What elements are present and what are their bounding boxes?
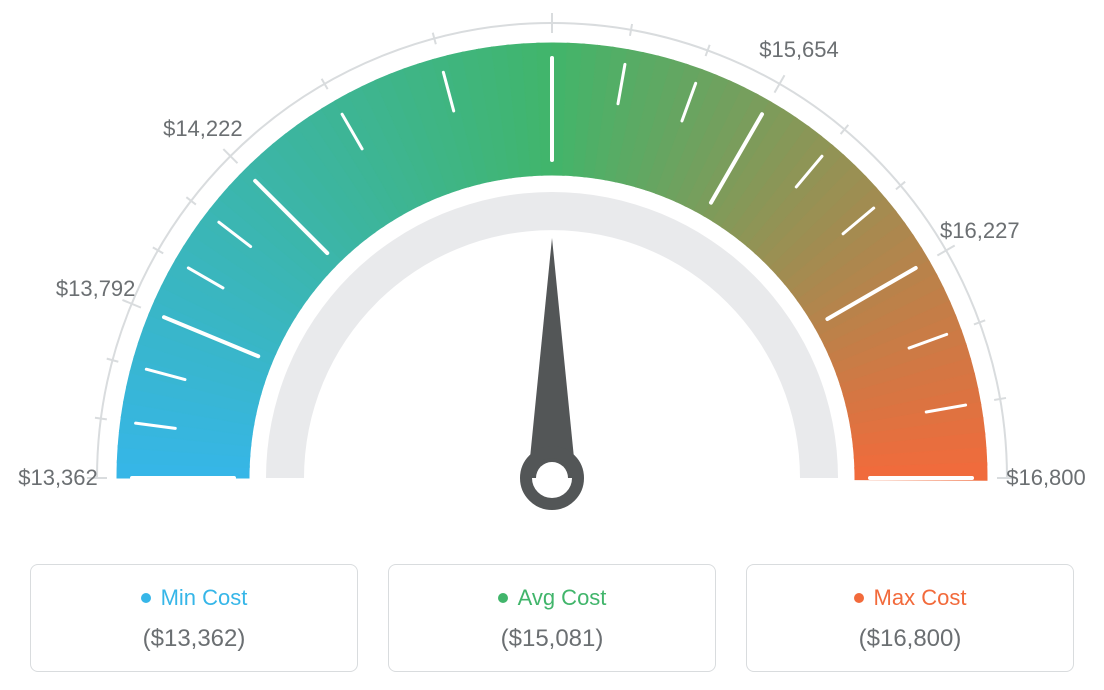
summary-cards: Min Cost ($13,362) Avg Cost ($15,081) Ma… bbox=[30, 564, 1074, 672]
tick-label: $13,362 bbox=[18, 465, 98, 491]
max-cost-label: Max Cost bbox=[874, 585, 967, 611]
max-cost-value: ($16,800) bbox=[757, 625, 1063, 653]
tick-label: $16,227 bbox=[940, 218, 1020, 244]
tick-label: $13,792 bbox=[56, 276, 136, 302]
dot-icon bbox=[141, 593, 151, 603]
avg-cost-card: Avg Cost ($15,081) bbox=[388, 564, 716, 672]
avg-cost-label: Avg Cost bbox=[518, 585, 607, 611]
max-cost-title: Max Cost bbox=[757, 585, 1063, 611]
dot-icon bbox=[498, 593, 508, 603]
gauge: $13,362$13,792$14,222$15,081$15,654$16,2… bbox=[0, 0, 1104, 540]
max-cost-card: Max Cost ($16,800) bbox=[746, 564, 1074, 672]
gauge-svg bbox=[0, 0, 1104, 540]
chart-container: $13,362$13,792$14,222$15,081$15,654$16,2… bbox=[0, 0, 1104, 690]
dot-icon bbox=[854, 593, 864, 603]
min-cost-card: Min Cost ($13,362) bbox=[30, 564, 358, 672]
tick-label: $16,800 bbox=[1006, 465, 1086, 491]
min-cost-value: ($13,362) bbox=[41, 625, 347, 653]
needle bbox=[526, 238, 578, 504]
avg-cost-title: Avg Cost bbox=[399, 585, 705, 611]
avg-cost-value: ($15,081) bbox=[399, 625, 705, 653]
tick-label: $15,654 bbox=[759, 37, 839, 63]
min-cost-title: Min Cost bbox=[41, 585, 347, 611]
tick-label: $14,222 bbox=[163, 116, 243, 142]
min-cost-label: Min Cost bbox=[161, 585, 248, 611]
